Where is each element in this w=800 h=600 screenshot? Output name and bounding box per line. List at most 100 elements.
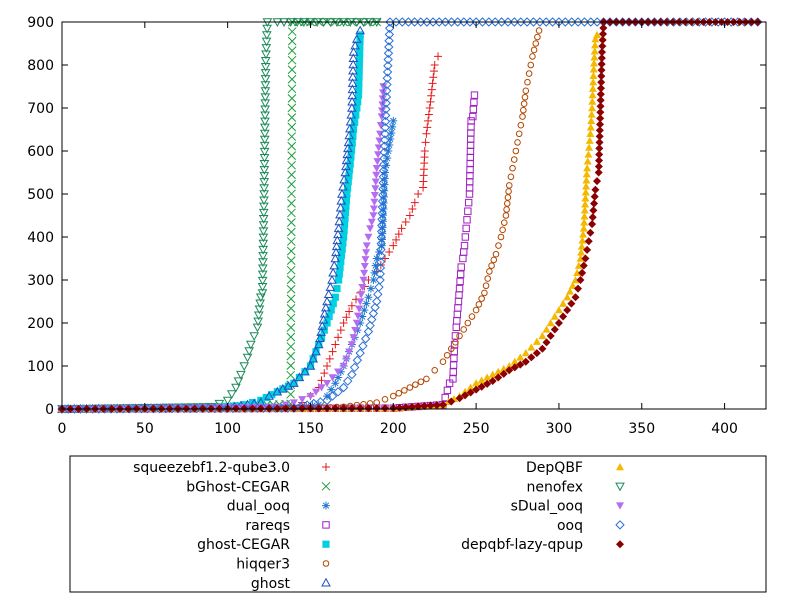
data-point	[461, 233, 470, 241]
data-point	[335, 270, 343, 278]
data-point	[347, 301, 356, 310]
series-ooq	[57, 17, 763, 414]
data-point	[333, 229, 343, 239]
data-point	[488, 377, 497, 386]
data-point	[379, 205, 388, 214]
data-point	[339, 174, 350, 184]
data-point	[265, 404, 274, 413]
data-point	[364, 404, 373, 413]
data-point	[571, 276, 580, 284]
data-point	[377, 214, 387, 225]
data-point	[316, 327, 326, 336]
data-point	[525, 70, 533, 77]
data-point	[348, 47, 359, 56]
data-point	[414, 402, 423, 411]
data-point	[317, 321, 328, 330]
data-point	[382, 73, 392, 83]
data-point	[452, 339, 459, 346]
data-point	[446, 17, 457, 27]
data-point	[349, 362, 360, 373]
data-point	[382, 67, 393, 77]
data-point	[331, 293, 339, 301]
data-point	[323, 404, 332, 413]
data-point	[341, 155, 352, 165]
data-point	[309, 355, 317, 363]
data-point	[281, 404, 290, 413]
data-point	[379, 141, 390, 151]
data-point	[341, 161, 351, 171]
data-point	[342, 196, 351, 204]
data-point	[484, 275, 492, 282]
data-point	[588, 97, 597, 105]
data-point	[336, 195, 347, 205]
data-point	[380, 135, 390, 145]
data-point	[344, 130, 355, 140]
data-point	[584, 150, 593, 158]
data-point	[422, 17, 432, 27]
data-point	[547, 17, 558, 27]
legend: squeezebf1.2-qube3.0 bGhost-CEGAR dual_ooq…	[133, 460, 625, 592]
data-point	[599, 24, 608, 33]
data-point	[327, 385, 336, 394]
data-point	[595, 156, 604, 165]
data-point	[593, 30, 602, 39]
data-point	[352, 355, 363, 365]
data-point	[375, 275, 385, 285]
data-point	[546, 319, 555, 327]
data-point	[287, 55, 297, 65]
data-point	[287, 94, 297, 103]
data-point	[509, 17, 520, 27]
legend-label: bGhost-CEGAR	[186, 479, 290, 495]
data-point	[579, 261, 588, 270]
data-point	[538, 331, 547, 340]
data-point	[289, 378, 299, 387]
data-point	[593, 177, 602, 186]
data-point	[371, 178, 380, 186]
data-point	[354, 91, 363, 99]
data-point	[379, 198, 388, 207]
data-point	[524, 78, 531, 86]
data-point	[425, 104, 434, 112]
data-point	[286, 361, 296, 371]
data-point	[586, 129, 595, 137]
data-point	[343, 143, 353, 153]
data-point	[597, 78, 606, 87]
data-point	[409, 17, 420, 27]
data-point	[268, 391, 276, 399]
data-point	[560, 17, 571, 27]
data-point	[421, 138, 430, 147]
data-point	[352, 111, 360, 119]
data-point	[447, 397, 456, 406]
legend-marker	[321, 577, 331, 587]
data-point	[594, 168, 603, 177]
data-point	[277, 404, 286, 413]
data-point	[379, 192, 388, 201]
data-point	[286, 342, 296, 351]
data-point	[459, 17, 469, 27]
data-point	[483, 373, 492, 381]
legend-label: ooq	[557, 518, 583, 534]
data-point	[370, 268, 379, 277]
data-point	[353, 104, 361, 112]
data-point	[376, 122, 385, 130]
data-point	[443, 351, 451, 359]
data-point	[590, 47, 599, 55]
data-point	[578, 268, 587, 277]
data-point	[378, 217, 387, 226]
data-point	[378, 229, 387, 238]
data-point	[320, 326, 328, 334]
data-point	[355, 61, 363, 69]
data-point	[384, 36, 394, 46]
data-point	[566, 17, 577, 27]
data-point	[372, 171, 381, 179]
data-point	[358, 341, 368, 351]
legend-box	[69, 455, 767, 593]
data-point	[456, 332, 463, 340]
data-point	[287, 199, 296, 208]
data-point	[381, 404, 390, 413]
data-point	[379, 147, 390, 157]
data-point	[378, 95, 387, 103]
legend-marker	[615, 520, 625, 530]
data-point	[522, 87, 530, 95]
